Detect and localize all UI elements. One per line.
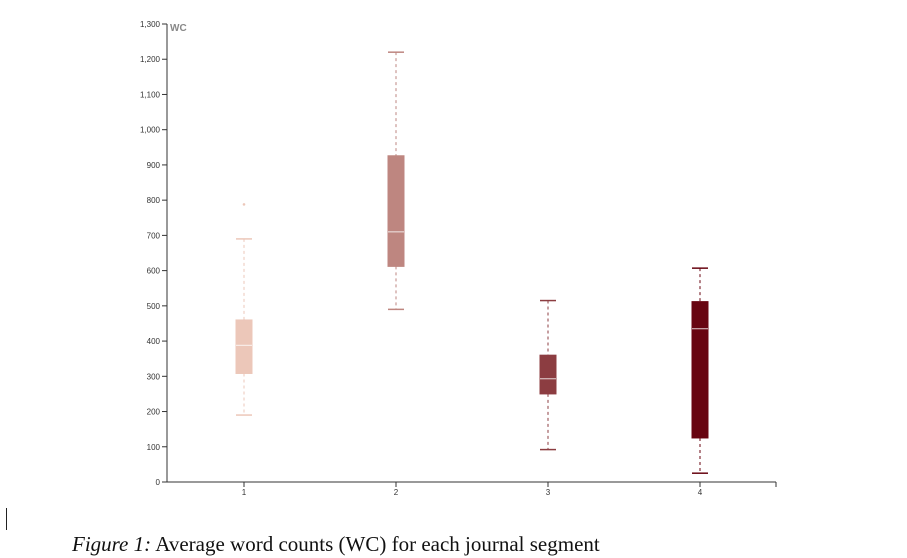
boxes xyxy=(235,51,709,474)
caption-label: Figure 1: xyxy=(72,532,152,556)
x-tick-label: 4 xyxy=(698,488,703,497)
iqr-box xyxy=(387,155,405,267)
x-tick-label: 3 xyxy=(546,488,551,497)
y-tick-label: 100 xyxy=(147,443,161,452)
y-axis: 0 100 200 300 400 500 600 700 800 900 1,000 1,100 1,… xyxy=(140,20,168,487)
y-tick-label: 300 xyxy=(147,372,161,381)
box-group xyxy=(387,51,405,311)
y-tick-label: 200 xyxy=(147,408,161,417)
y-tick-label: 1,300 xyxy=(140,20,161,29)
text-cursor xyxy=(6,508,7,530)
y-tick-label: 1,100 xyxy=(140,90,161,99)
y-tick-label: 900 xyxy=(147,161,161,170)
figure-caption: Figure 1: Average word counts (WC) for e… xyxy=(72,532,600,557)
y-tick-label: 0 xyxy=(156,478,161,487)
y-tick-label: 600 xyxy=(147,267,161,276)
y-axis-title: WC xyxy=(170,23,187,34)
x-tick-label: 2 xyxy=(394,488,399,497)
box-group xyxy=(539,299,557,451)
x-axis: 1 2 3 4 xyxy=(167,481,777,497)
x-tick-label: 1 xyxy=(242,488,247,497)
box-group xyxy=(235,203,253,416)
box-group xyxy=(691,267,709,474)
iqr-box xyxy=(235,319,253,374)
y-tick-label: 400 xyxy=(147,337,161,346)
y-tick-label: 500 xyxy=(147,302,161,311)
y-tick-label: 700 xyxy=(147,231,161,240)
iqr-box xyxy=(691,301,709,439)
caption-text: Average word counts (WC) for each journa… xyxy=(151,532,600,556)
outlier-point xyxy=(242,203,246,206)
iqr-box xyxy=(539,354,557,395)
y-tick-label: 1,200 xyxy=(140,55,161,64)
y-tick-label: 1,000 xyxy=(140,126,161,135)
y-tick-label: 800 xyxy=(147,196,161,205)
